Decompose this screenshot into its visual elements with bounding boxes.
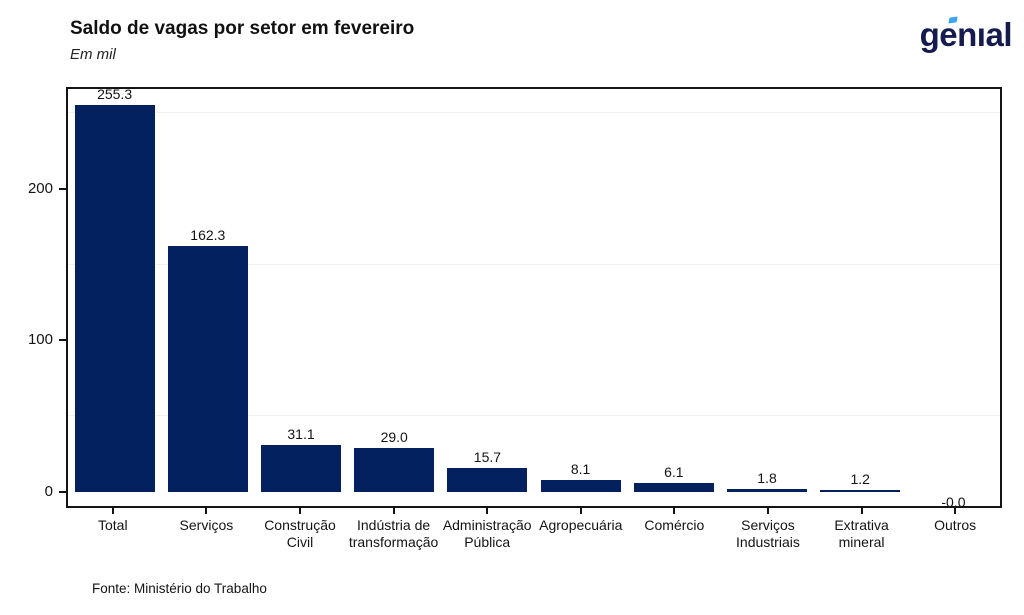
bar-value-label: 8.1	[570, 460, 591, 477]
bar-slot: 15.7	[441, 89, 534, 506]
bar-value-label: -0.0	[941, 494, 966, 510]
y-axis-tick-label: 200	[27, 179, 53, 197]
bar	[260, 444, 342, 492]
bars-container: 255.3 162.3 31.1 29.0 15.7 8.1 6.1 1.8 1.2 -0.0	[68, 86, 1000, 510]
bar-slot: 31.1	[254, 89, 347, 506]
chart-title: Saldo de vagas por setor em fevereiro	[70, 18, 415, 39]
bar	[633, 482, 714, 492]
bar	[74, 105, 155, 492]
minor-gridline	[68, 263, 1000, 265]
minor-gridline	[68, 415, 1000, 417]
bar	[167, 246, 248, 492]
x-axis-category-label: Construção Civil	[264, 517, 336, 550]
bar-slot: 255.3	[68, 86, 161, 506]
bar-value-label: 29.0	[380, 429, 408, 446]
x-axis-tick	[392, 508, 395, 514]
genial-logo: genıal	[919, 16, 1013, 62]
x-axis-tick	[673, 508, 676, 514]
x-axis-tick	[486, 508, 489, 514]
y-axis-tick-label: 100	[27, 331, 53, 349]
x-axis-category-label: Indústria de transformação	[348, 517, 439, 550]
x-axis-category-label: Total	[98, 517, 128, 533]
x-axis-tick	[767, 508, 769, 514]
y-axis-tick	[59, 339, 66, 342]
x-axis-tick	[299, 508, 301, 514]
y-axis-tick	[59, 491, 66, 493]
x-axis-tick	[205, 508, 208, 514]
x-axis-tick	[111, 508, 114, 514]
x-axis-category-label: Extrativa mineral	[834, 517, 889, 550]
y-axis-tick	[59, 187, 66, 190]
x-axis-category-label: Serviços Industriais	[736, 517, 800, 550]
logo-text: genıal	[919, 16, 1013, 53]
bar-value-label: 6.1	[664, 463, 684, 480]
bar-slot: 29.0	[348, 89, 441, 506]
bar	[354, 448, 435, 492]
y-axis-tick-label: 0	[44, 483, 53, 500]
bar-value-label: 255.3	[97, 86, 133, 103]
x-axis-tick	[579, 508, 582, 514]
chart-subtitle: Em mil	[70, 46, 116, 63]
x-axis-category-label: Serviços	[179, 517, 234, 533]
bar-slot: 6.1	[627, 89, 720, 506]
bar-value-label: 15.7	[473, 449, 502, 466]
minor-gridline	[68, 112, 1000, 114]
x-axis-labels: Total Serviços Construção Civil Indústria d…	[66, 517, 1002, 551]
x-axis-category-label: Administração Pública	[442, 517, 532, 550]
bar	[820, 490, 901, 492]
source-note: Fonte: Ministério do Trabalho	[92, 581, 267, 596]
bar-slot: -0.0	[907, 89, 1000, 510]
x-axis-category-label: Comércio	[644, 517, 705, 533]
bar-slot: 8.1	[534, 89, 627, 506]
bar-value-label: 1.2	[850, 471, 870, 487]
bar	[540, 479, 621, 492]
bar	[726, 489, 808, 492]
bar-value-label: 31.1	[287, 425, 315, 442]
bar-slot: 162.3	[161, 89, 254, 506]
x-axis-category-label: Outros	[934, 517, 977, 533]
bar-slot: 1.8	[720, 89, 813, 506]
bar	[447, 468, 528, 492]
x-axis-tick	[860, 508, 863, 514]
bar-value-label: 1.8	[757, 470, 777, 487]
plot-area: 255.3 162.3 31.1 29.0 15.7 8.1 6.1 1.8 1.2 -0.0	[66, 86, 1002, 510]
bar-slot: 1.2	[814, 89, 907, 506]
bar-value-label: 162.3	[190, 227, 226, 244]
x-axis-category-label: Agropecuária	[539, 517, 623, 533]
